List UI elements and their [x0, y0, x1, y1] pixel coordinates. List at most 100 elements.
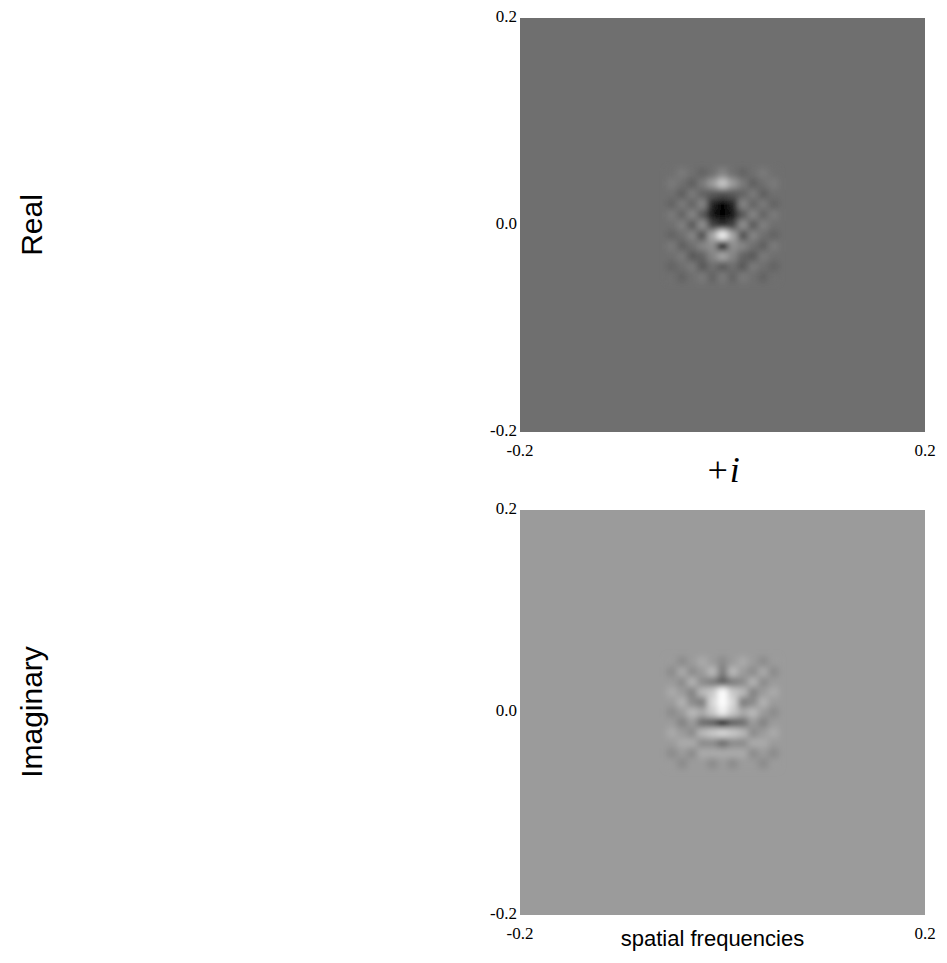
cell: [758, 199, 769, 210]
cell: [748, 707, 759, 718]
cell: [707, 667, 718, 678]
cell: [748, 168, 759, 179]
cell: [768, 220, 779, 231]
cell: [748, 687, 759, 698]
cell: [738, 168, 749, 179]
cell: [707, 199, 718, 210]
cell: [697, 261, 708, 272]
cell: [728, 657, 739, 668]
cell: [677, 718, 688, 729]
cell: [717, 667, 728, 678]
cell: [667, 199, 678, 210]
cell: [768, 707, 779, 718]
cell: [697, 677, 708, 688]
cell: [697, 687, 708, 698]
cell: [738, 199, 749, 210]
cell: [687, 209, 698, 220]
cell: [748, 220, 759, 231]
cell: [768, 728, 779, 739]
cell: [717, 758, 728, 769]
cell: [768, 272, 779, 283]
cell: [728, 667, 739, 678]
cell: [687, 707, 698, 718]
cell: [728, 220, 739, 231]
cell: [667, 758, 678, 769]
cell: [748, 230, 759, 241]
cell: [738, 230, 749, 241]
cell: [667, 687, 678, 698]
cell: [697, 697, 708, 708]
y-tick: [517, 225, 520, 226]
cell: [707, 738, 718, 749]
cell: [717, 657, 728, 668]
cell: [667, 189, 678, 200]
cell: [687, 738, 698, 749]
cell: [667, 738, 678, 749]
cell: [748, 189, 759, 200]
row-label: Real: [15, 194, 48, 256]
plot-background: [520, 18, 925, 432]
cell: [707, 697, 718, 708]
cell: [667, 748, 678, 759]
cell: [667, 178, 678, 189]
cell: [738, 697, 749, 708]
cell: [677, 168, 688, 179]
cell: [738, 687, 749, 698]
x-tick-label: -0.2: [507, 441, 534, 460]
cell: [717, 199, 728, 210]
cell: [697, 718, 708, 729]
cell: [677, 657, 688, 668]
x-tick: [520, 432, 521, 435]
cell: [677, 758, 688, 769]
cell: [707, 707, 718, 718]
cell: [667, 261, 678, 272]
cell: [687, 230, 698, 241]
cell: [728, 168, 739, 179]
cell: [687, 687, 698, 698]
cell: [748, 209, 759, 220]
cell: [697, 728, 708, 739]
cell: [748, 728, 759, 739]
cell: [667, 220, 678, 231]
cell: [748, 241, 759, 252]
panel-title: +i: [705, 450, 739, 490]
cell: [717, 272, 728, 283]
cell: [677, 697, 688, 708]
cell: [687, 748, 698, 759]
cell: [697, 241, 708, 252]
x-axis-title: spatial frequencies: [621, 926, 804, 951]
cell: [677, 230, 688, 241]
cell: [697, 178, 708, 189]
cell: [768, 189, 779, 200]
cell: [738, 728, 749, 739]
heatmap-plot: [520, 18, 925, 432]
cell: [758, 220, 769, 231]
cell: [728, 748, 739, 759]
x-tick-label: 0.2: [914, 441, 935, 460]
cell: [667, 168, 678, 179]
cell: [738, 738, 749, 749]
cell: [738, 220, 749, 231]
cell: [728, 178, 739, 189]
y-tick-label: 0.0: [496, 214, 517, 233]
cell: [758, 738, 769, 749]
cell: [748, 718, 759, 729]
cell: [717, 230, 728, 241]
cell: [717, 738, 728, 749]
cell: [697, 657, 708, 668]
cell: [717, 697, 728, 708]
cell: [738, 748, 749, 759]
cell: [717, 718, 728, 729]
cell: [748, 697, 759, 708]
cell: [748, 677, 759, 688]
x-tick-label: -0.2: [507, 924, 534, 943]
cell: [707, 718, 718, 729]
y-tick: [517, 510, 520, 511]
cell: [768, 657, 779, 668]
cell: [717, 261, 728, 272]
cell: [768, 209, 779, 220]
cell: [687, 168, 698, 179]
cell: [758, 707, 769, 718]
cell: [738, 209, 749, 220]
cell: [667, 241, 678, 252]
